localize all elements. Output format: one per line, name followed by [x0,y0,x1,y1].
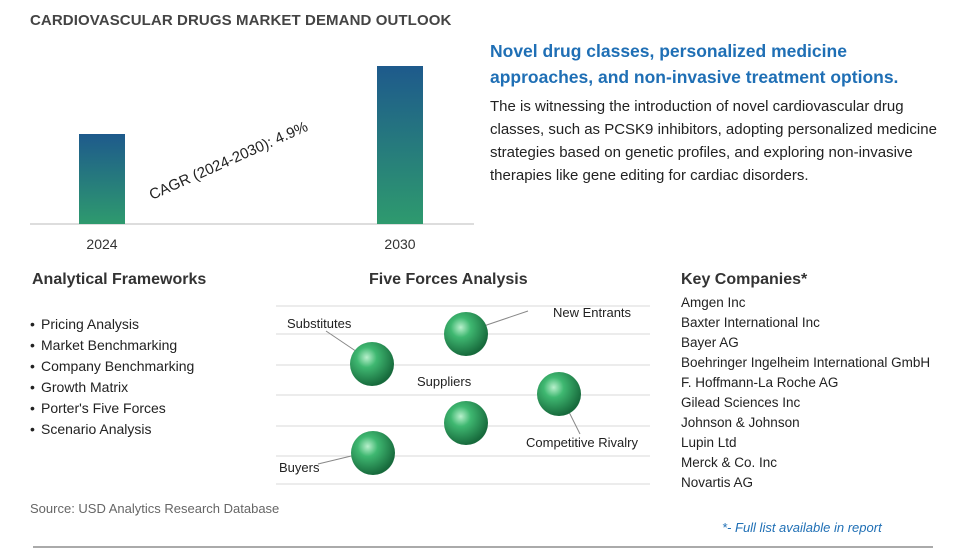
substitutes-label: Substitutes [287,316,352,331]
five-forces-title: Five Forces Analysis [369,271,528,288]
company-item: Boehringer Ingelheim International GmbH [681,355,931,370]
source-note: Source: USD Analytics Research Database [30,501,280,516]
new-entrants-label: New Entrants [553,305,632,320]
x-tick-label: 2024 [86,236,117,252]
company-item: F. Hoffmann-La Roche AG [681,375,839,390]
new-entrants-sphere [444,312,488,356]
headline: Novel drug classes, personalized medicin… [490,41,899,87]
description: The is witnessing the introduction of no… [490,98,937,184]
page-title: CARDIOVASCULAR DRUGS MARKET DEMAND OUTLO… [30,12,452,29]
company-item: Bayer AG [681,335,739,350]
buyers-label: Buyers [279,460,320,475]
list-item: Market Benchmarking [30,335,194,356]
bar-2024 [79,134,125,224]
companies-list: Amgen Inc Baxter International Inc Bayer… [681,293,931,493]
list-item: Scenario Analysis [30,419,194,440]
grid-lines [276,305,650,485]
full-list-note: *- Full list available in report [722,520,882,535]
frameworks-list: Pricing Analysis Market Benchmarking Com… [30,314,194,440]
market-bar-chart: 2024 2030 CAGR (2024-2030): 4.9% [30,66,474,252]
suppliers-label: Suppliers [417,374,472,389]
company-item: Merck & Co. Inc [681,455,778,470]
buyers-sphere [351,431,395,475]
frameworks-title: Analytical Frameworks [32,271,207,288]
list-item: Company Benchmarking [30,356,194,377]
rivalry-label: Competitive Rivalry [526,435,638,450]
company-item: Novartis AG [681,475,754,490]
x-tick-label: 2030 [384,236,415,252]
company-item: Gilead Sciences Inc [681,395,801,410]
company-item: Lupin Ltd [681,435,737,450]
company-item: Baxter International Inc [681,315,820,330]
list-item: Growth Matrix [30,377,194,398]
company-item: Johnson & Johnson [681,415,800,430]
list-item: Pricing Analysis [30,314,194,335]
substitutes-sphere [350,342,394,386]
bar-2030 [377,66,423,224]
suppliers-sphere [444,401,488,445]
company-item: Amgen Inc [681,295,746,310]
bottom-divider [33,546,933,548]
rivalry-sphere [537,372,581,416]
list-item: Porter's Five Forces [30,398,194,419]
companies-title: Key Companies* [681,271,808,288]
